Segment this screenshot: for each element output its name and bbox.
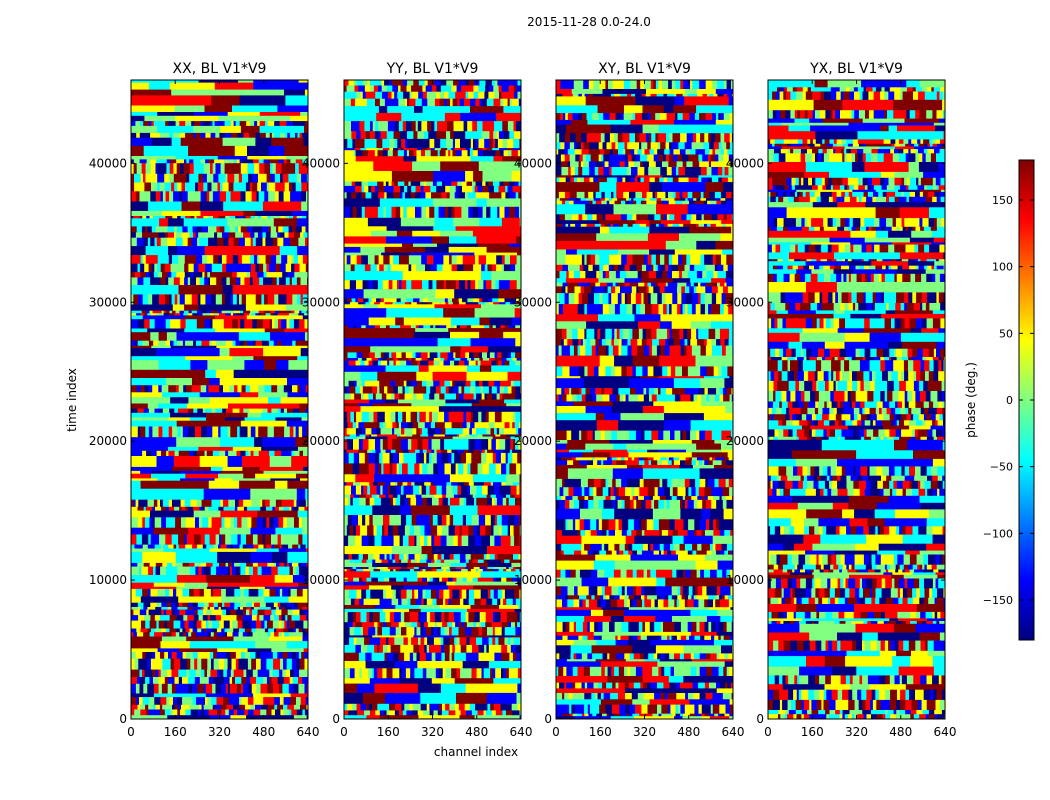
heatmap-1 — [131, 80, 309, 720]
y-tick-label: 30000 — [302, 295, 340, 309]
y-tick-label: 0 — [756, 712, 764, 726]
y-tick-label: 30000 — [514, 295, 552, 309]
y-tick-label: 20000 — [302, 434, 340, 448]
x-tick-label: 480 — [252, 725, 275, 739]
x-tick-label: 320 — [633, 725, 656, 739]
colorbar-tick-label: 0 — [1006, 394, 1013, 407]
y-tick-label: 40000 — [302, 156, 340, 170]
x-tick-label: 640 — [297, 725, 320, 739]
x-tick-label: 0 — [127, 725, 135, 739]
colorbar-tick-label: −150 — [983, 594, 1013, 607]
y-tick-label: 20000 — [514, 434, 552, 448]
y-tick-label: 0 — [544, 712, 552, 726]
colorbar-label: phase (deg.) — [964, 362, 978, 438]
x-tick-label: 320 — [208, 725, 231, 739]
colorbar: 150 100 50 0 −50 −100 −150 phase (deg.) — [964, 159, 1035, 641]
y-tick-label: 10000 — [514, 573, 552, 587]
panel-title: XX, BL V1*V9 — [173, 61, 267, 77]
colorbar-tick-label: 100 — [992, 261, 1013, 274]
x-tick-label: 480 — [465, 725, 488, 739]
x-tick-label: 480 — [677, 725, 700, 739]
x-axis-label: channel index — [434, 745, 518, 759]
x-tick-label: 160 — [377, 725, 400, 739]
x-tick-label: 0 — [552, 725, 560, 739]
y-tick-label: 40000 — [89, 156, 127, 170]
y-tick-label: 40000 — [514, 156, 552, 170]
x-tick-label: 640 — [722, 725, 745, 739]
y-tick-label: 10000 — [726, 573, 764, 587]
panel-title: YX, BL V1*V9 — [809, 61, 903, 77]
panel-title: YY, BL V1*V9 — [386, 61, 479, 77]
panel-2: YY, BL V1*V9 0 160 320 480 640 0 10000 20000 3000… — [302, 61, 533, 759]
x-tick-label: 320 — [421, 725, 444, 739]
colorbar-tick-label: 50 — [999, 327, 1013, 340]
x-tick-label: 0 — [764, 725, 772, 739]
x-tick-label: 640 — [510, 725, 533, 739]
y-tick-label: 30000 — [89, 295, 127, 309]
panel-title: XY, BL V1*V9 — [598, 61, 691, 77]
y-tick-label: 30000 — [726, 295, 764, 309]
x-tick-label: 480 — [889, 725, 912, 739]
heatmap-4 — [768, 80, 946, 720]
y-tick-label: 40000 — [726, 156, 764, 170]
y-tick-label: 0 — [332, 712, 340, 726]
heatmap-2 — [344, 80, 522, 720]
panel-4: YX, BL V1*V9 0 160 320 480 640 0 10000 20000 3000… — [726, 61, 957, 739]
panel-3: XY, BL V1*V9 0 160 320 480 640 0 10000 20000 3000… — [514, 61, 745, 739]
panels: XX, BL V1*V9 0 160 320 480 640 0 10000 20000 3000… — [65, 61, 956, 759]
x-tick-label: 640 — [934, 725, 957, 739]
colorbar-ticks: 150 100 50 0 −50 −100 −150 — [983, 194, 1034, 607]
y-tick-label: 10000 — [302, 573, 340, 587]
y-tick-label: 20000 — [726, 434, 764, 448]
colorbar-tick-label: −50 — [990, 461, 1013, 474]
colorbar-tick-label: −100 — [983, 527, 1013, 540]
heatmap-3 — [556, 80, 734, 720]
y-tick-label: 0 — [119, 712, 127, 726]
x-tick-label: 320 — [845, 725, 868, 739]
x-tick-label: 160 — [164, 725, 187, 739]
panel-1: XX, BL V1*V9 0 160 320 480 640 0 10000 20000 3000… — [65, 61, 319, 739]
x-tick-label: 160 — [801, 725, 824, 739]
y-axis-label: time index — [65, 368, 79, 432]
figure-suptitle: 2015-11-28 0.0-24.0 — [527, 15, 651, 29]
y-tick-label: 10000 — [89, 573, 127, 587]
x-tick-label: 160 — [589, 725, 612, 739]
x-tick-label: 0 — [340, 725, 348, 739]
y-tick-label: 20000 — [89, 434, 127, 448]
colorbar-tick-label: 150 — [992, 194, 1013, 207]
